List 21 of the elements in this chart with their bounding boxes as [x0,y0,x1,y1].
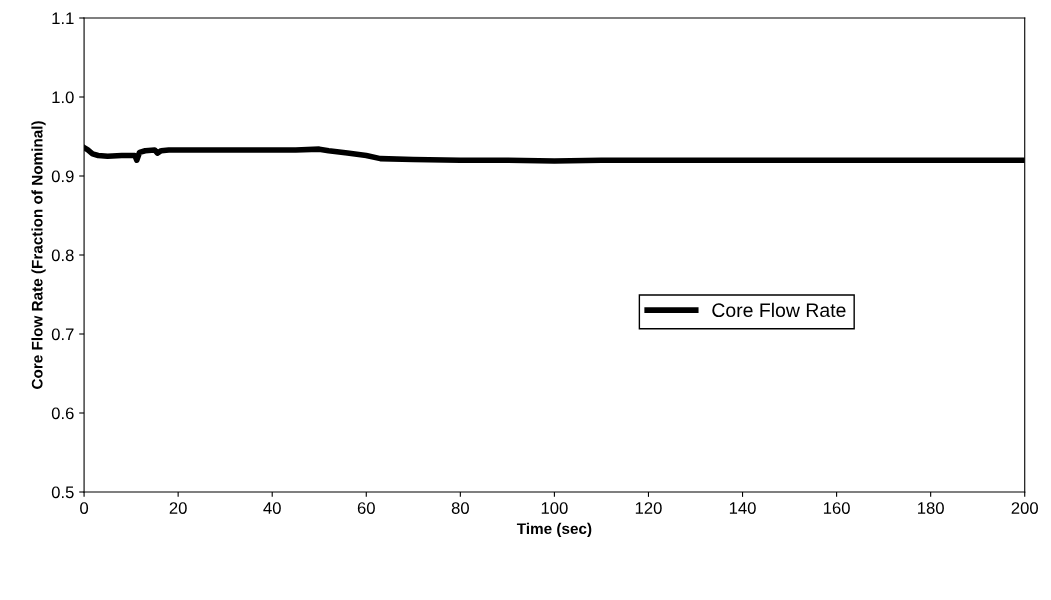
legend-label: Core Flow Rate [712,302,846,318]
y-tick-label: 0.9 [51,170,74,183]
y-tick-label: 0.5 [51,486,74,499]
x-tick-label: 20 [169,502,187,514]
x-tick-label: 140 [729,502,756,514]
x-tick-label: 60 [357,502,375,514]
y-tick-label: 0.8 [51,249,74,262]
y-tick-label: 1.1 [52,12,74,25]
x-axis-title: Time (sec) [516,522,592,538]
x-tick-label: 180 [918,502,944,514]
x-tick-label: 100 [541,502,568,514]
x-tick-label: 120 [635,502,662,514]
x-tick-label: 40 [263,502,281,514]
y-tick-label: 1.0 [52,91,74,104]
x-tick-label: 160 [823,502,850,514]
y-tick-label: 0.6 [51,407,74,420]
x-tick-label: 0 [80,502,89,514]
y-tick-label: 0.7 [51,328,74,341]
x-tick-label: 200 [1011,502,1038,514]
x-tick-label: 80 [451,502,469,514]
y-axis-title: Core Flow Rate (Fraction of Nominal) [31,121,46,389]
